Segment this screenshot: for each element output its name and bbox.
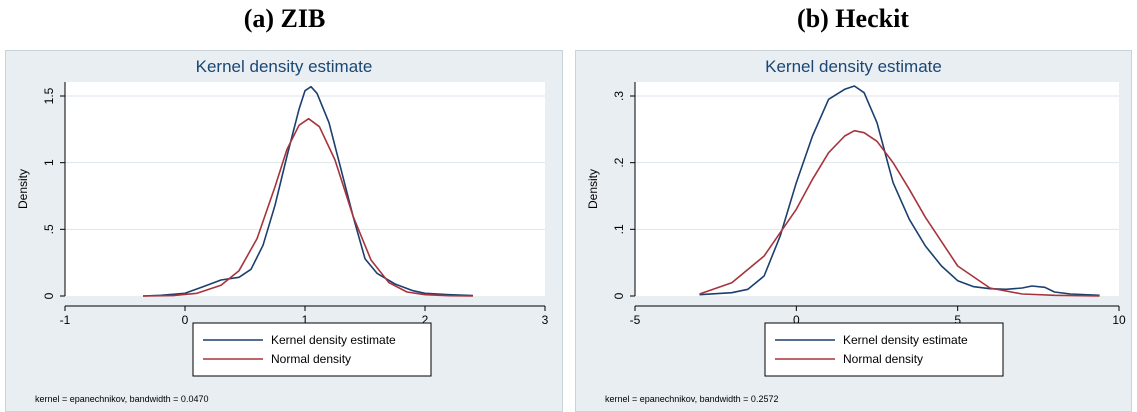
- y-tick-label: .5: [42, 224, 56, 234]
- x-tick-label: 5: [954, 313, 961, 327]
- x-tick-label: 1: [302, 313, 309, 327]
- legend-label: Kernel density estimate: [271, 333, 396, 347]
- x-tick-label: -1: [60, 313, 71, 327]
- y-tick-label: .1: [612, 224, 626, 234]
- chart-panel-heckit: Kernel density estimate 0 .1 .2 .3 -5 0 5 10 Dens…: [575, 50, 1132, 412]
- panel-caption-a: (a) ZIB: [243, 4, 326, 33]
- legend-box: [764, 322, 1004, 377]
- x-tick-label: 0: [793, 313, 800, 327]
- y-axis-label: Density: [16, 169, 30, 209]
- y-axis-label: Density: [586, 169, 600, 209]
- y-tick-label: .2: [612, 157, 626, 167]
- normal-density-line: [699, 129, 1100, 297]
- kernel-density-line: [142, 85, 474, 297]
- plot-area: [65, 82, 545, 296]
- y-tick-label: 1.5: [42, 87, 56, 104]
- plot-area: [635, 82, 1119, 296]
- bandwidth-note: kernel = epanechnikov, bandwidth = 0.047…: [35, 394, 208, 404]
- y-tick-label: 0: [612, 292, 626, 299]
- x-tick-label: 3: [542, 313, 549, 327]
- legend-box: [192, 322, 432, 377]
- x-tick-label: 0: [182, 313, 189, 327]
- bandwidth-note: kernel = epanechnikov, bandwidth = 0.257…: [605, 394, 778, 404]
- legend-label: Normal density: [843, 352, 923, 366]
- chart-svg: Kernel density estimate 0 .1 .2 .3 -5 0 5 10 Dens…: [575, 50, 1132, 412]
- chart-panel-zib: Kernel density estimate 0 .5 1 1.5 -1 0 1 2 3 Dens…: [5, 50, 563, 412]
- y-tick-label: 0: [42, 292, 56, 299]
- chart-svg: Kernel density estimate 0 .5 1 1.5 -1 0 1 2 3 Dens…: [5, 50, 563, 412]
- x-tick-label: 2: [422, 313, 429, 327]
- y-tick-label: .3: [612, 91, 626, 101]
- legend-label: Normal density: [271, 352, 351, 366]
- y-tick-label: 1: [42, 159, 56, 166]
- x-tick-label: 10: [1112, 313, 1126, 327]
- legend-label: Kernel density estimate: [843, 333, 968, 347]
- chart-title: Kernel density estimate: [196, 57, 373, 76]
- panel-caption-b: (b) Heckit: [797, 4, 909, 33]
- chart-title: Kernel density estimate: [765, 57, 942, 76]
- x-tick-label: -5: [630, 313, 641, 327]
- kernel-density-line: [699, 85, 1100, 297]
- normal-density-line: [142, 117, 474, 297]
